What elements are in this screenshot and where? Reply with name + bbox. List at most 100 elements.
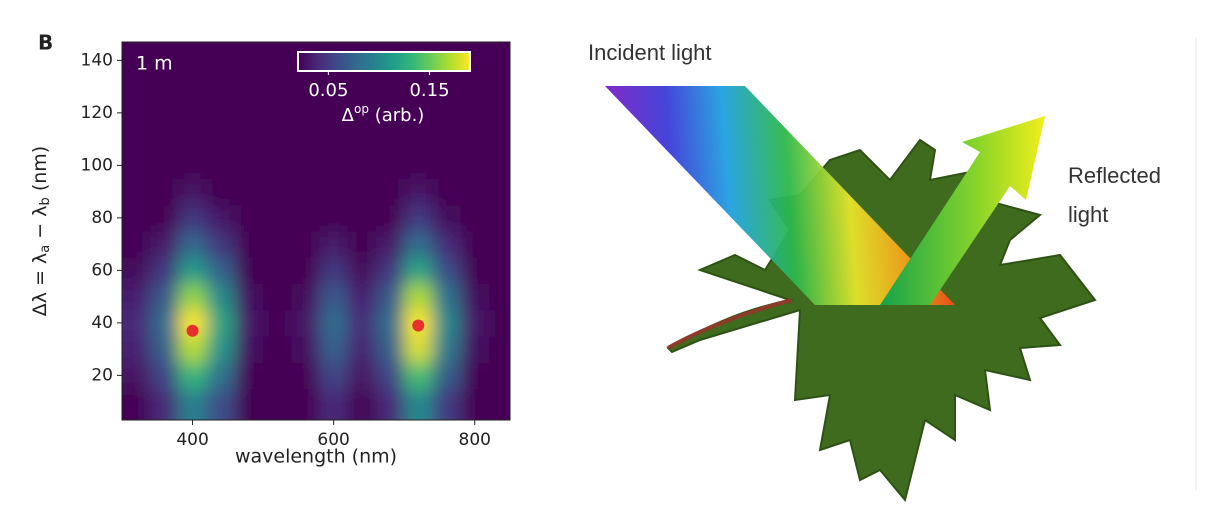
heatmap-cell: [404, 283, 433, 311]
colorbar-segment: [424, 52, 428, 71]
heatmap-cell: [150, 388, 179, 420]
heatmap-cell: [206, 257, 236, 284]
colorbar-segment: [461, 52, 465, 71]
heatmap-cell: [178, 73, 208, 101]
colorbar-segment: [352, 52, 356, 71]
heatmap-cell: [206, 388, 236, 420]
heatmap-cell: [404, 99, 433, 127]
heatmap-cell: [488, 231, 510, 258]
heatmap-cell: [375, 99, 405, 127]
heatmap-cell: [178, 126, 208, 153]
heatmap-cell: [319, 204, 349, 232]
y-tick-label: 20: [91, 365, 113, 385]
heatmap-cell: [291, 283, 321, 311]
heatmap-cell: [432, 178, 462, 206]
heatmap-cell: [404, 204, 433, 232]
heatmap-cell: [263, 257, 292, 284]
heatmap-cell: [150, 362, 179, 389]
colorbar-segment: [421, 52, 425, 71]
colorbar-segment: [349, 52, 354, 71]
colorbar-segment: [409, 52, 414, 71]
x-tick-label: 800: [459, 430, 491, 450]
heatmap-cell: [178, 231, 208, 258]
heatmap-cell: [460, 336, 490, 363]
heatmap-cell: [122, 126, 151, 153]
y-tick-label: 120: [81, 103, 113, 123]
heatmap-cell: [432, 257, 462, 284]
heatmap-cell: [234, 152, 264, 179]
colorbar-segment: [363, 52, 368, 71]
colorbar-segment: [389, 52, 394, 71]
heatmap-cell: [375, 309, 405, 337]
heatmap-cell: [347, 178, 377, 206]
colorbar-segment: [320, 52, 325, 71]
heatmap-cell: [488, 42, 510, 74]
annotation: 1 m: [136, 53, 173, 75]
colorbar-segment: [303, 52, 308, 71]
heatmap-cell: [488, 73, 510, 101]
heatmap-cell: [234, 362, 264, 389]
heatmap-cell: [432, 336, 462, 363]
heatmap-cell: [460, 126, 490, 153]
heatmap-cell: [488, 152, 510, 179]
heatmap-cell: [375, 73, 405, 101]
heatmap-cell: [460, 178, 490, 206]
colorbar-segment: [375, 52, 379, 71]
heatmap-cell: [234, 309, 264, 337]
colorbar-segment: [381, 52, 385, 71]
heatmap-cell: [150, 42, 179, 74]
heatmap-cell: [375, 362, 405, 389]
colorbar-segment: [406, 52, 411, 71]
heatmap-cell: [178, 257, 208, 284]
colorbar-segment: [358, 52, 362, 71]
heatmap-cell: [291, 99, 321, 127]
heatmap-cell: [347, 99, 377, 127]
heatmap-cell: [319, 231, 349, 258]
heatmap-cell: [122, 336, 151, 363]
colorbar-segment: [338, 52, 342, 71]
colorbar-segment: [369, 52, 374, 71]
heatmap-cell: [432, 99, 462, 127]
heatmap-cell: [404, 336, 433, 363]
colorbar-segment: [441, 52, 445, 71]
heatmap-cell: [150, 204, 179, 232]
heatmap-cell: [404, 73, 433, 101]
heatmap-cell: [178, 42, 208, 74]
colorbar-frame: [297, 51, 471, 72]
heatmap-cell: [291, 309, 321, 337]
heatmap-cell: [347, 231, 377, 258]
heatmap-cell: [488, 283, 510, 311]
heatmap-cell: [234, 73, 264, 101]
panel-label: B: [38, 31, 53, 55]
colorbar-segment: [306, 52, 311, 71]
y-tick-label: 40: [91, 313, 113, 333]
heatmap-cell: [460, 257, 490, 284]
heatmap-cell: [122, 362, 151, 389]
heatmap-cell: [150, 126, 179, 153]
heatmap-cell: [263, 388, 292, 420]
heatmap-cell: [347, 283, 377, 311]
y-tick-label: 100: [81, 155, 113, 175]
x-tick-label: 600: [317, 430, 349, 450]
colorbar-segment: [427, 52, 431, 71]
heatmap-cell: [206, 283, 236, 311]
colorbar-segment: [395, 52, 399, 71]
colorbar-segment: [412, 52, 417, 71]
heatmap-cell: [234, 257, 264, 284]
heatmap-cell: [122, 152, 151, 179]
heatmap-cell: [234, 388, 264, 420]
heatmap-cell: [263, 362, 292, 389]
heatmap-cell: [234, 178, 264, 206]
marker-point: [412, 319, 425, 332]
heatmap-cell: [347, 257, 377, 284]
heatmap-cell: [291, 362, 321, 389]
colorbar-segment: [464, 52, 468, 71]
heatmap-cell: [122, 73, 151, 101]
heatmap-cell: [319, 73, 349, 101]
heatmap-cell: [460, 99, 490, 127]
heatmap-cell: [206, 231, 236, 258]
heatmap-cell: [319, 283, 349, 311]
marker-point: [186, 324, 199, 337]
heatmap-cell: [375, 178, 405, 206]
heatmap-cell: [375, 126, 405, 153]
